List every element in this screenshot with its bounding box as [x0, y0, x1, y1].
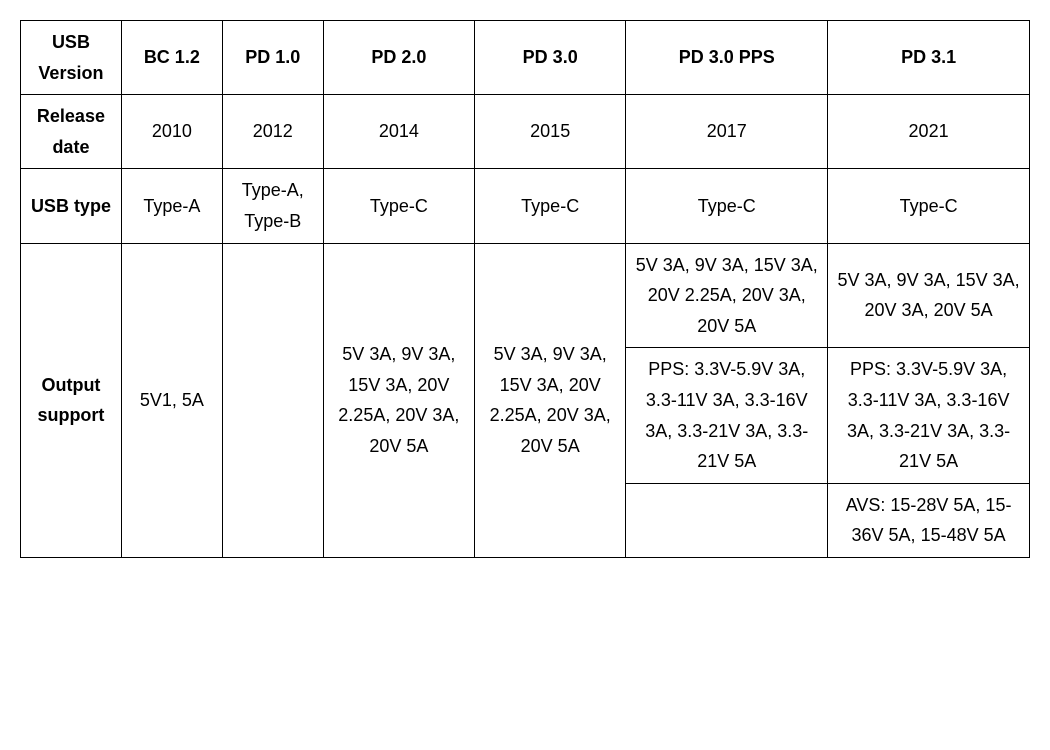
cell-type-bc12: Type-A — [121, 169, 222, 243]
row-header-usb-type: USB type — [21, 169, 122, 243]
col-header-pd20: PD 2.0 — [323, 21, 474, 95]
row-header-output-support: Output support — [21, 243, 122, 557]
cell-output-pd31-1: 5V 3A, 9V 3A, 15V 3A, 20V 3A, 20V 5A — [828, 243, 1030, 348]
row-header-usb-version: USB Version — [21, 21, 122, 95]
col-header-pd31: PD 3.1 — [828, 21, 1030, 95]
cell-release-pd10: 2012 — [222, 95, 323, 169]
cell-type-pd30: Type-C — [475, 169, 626, 243]
cell-release-pd30: 2015 — [475, 95, 626, 169]
cell-release-bc12: 2010 — [121, 95, 222, 169]
cell-type-pd30pps: Type-C — [626, 169, 828, 243]
col-header-bc12: BC 1.2 — [121, 21, 222, 95]
cell-release-pd20: 2014 — [323, 95, 474, 169]
table-row: Output support 5V1, 5A 5V 3A, 9V 3A, 15V… — [21, 243, 1030, 348]
cell-output-bc12: 5V1, 5A — [121, 243, 222, 557]
usb-pd-table: USB Version BC 1.2 PD 1.0 PD 2.0 PD 3.0 … — [20, 20, 1030, 558]
cell-output-pd30pps-1: 5V 3A, 9V 3A, 15V 3A, 20V 2.25A, 20V 3A,… — [626, 243, 828, 348]
cell-output-pd20: 5V 3A, 9V 3A, 15V 3A, 20V 2.25A, 20V 3A,… — [323, 243, 474, 557]
cell-release-pd30pps: 2017 — [626, 95, 828, 169]
cell-type-pd20: Type-C — [323, 169, 474, 243]
table-row: USB Version BC 1.2 PD 1.0 PD 2.0 PD 3.0 … — [21, 21, 1030, 95]
table-row: USB type Type-A Type-A, Type-B Type-C Ty… — [21, 169, 1030, 243]
cell-output-pd30pps-3 — [626, 483, 828, 557]
table-row: Release date 2010 2012 2014 2015 2017 20… — [21, 95, 1030, 169]
cell-output-pd31-3: AVS: 15-28V 5A, 15-36V 5A, 15-48V 5A — [828, 483, 1030, 557]
col-header-pd30: PD 3.0 — [475, 21, 626, 95]
col-header-pd30pps: PD 3.0 PPS — [626, 21, 828, 95]
cell-release-pd31: 2021 — [828, 95, 1030, 169]
col-header-pd10: PD 1.0 — [222, 21, 323, 95]
cell-output-pd31-2: PPS: 3.3V-5.9V 3A, 3.3-11V 3A, 3.3-16V 3… — [828, 348, 1030, 483]
cell-output-pd10 — [222, 243, 323, 557]
row-header-release-date: Release date — [21, 95, 122, 169]
cell-output-pd30pps-2: PPS: 3.3V-5.9V 3A, 3.3-11V 3A, 3.3-16V 3… — [626, 348, 828, 483]
cell-output-pd30: 5V 3A, 9V 3A, 15V 3A, 20V 2.25A, 20V 3A,… — [475, 243, 626, 557]
cell-type-pd10: Type-A, Type-B — [222, 169, 323, 243]
cell-type-pd31: Type-C — [828, 169, 1030, 243]
